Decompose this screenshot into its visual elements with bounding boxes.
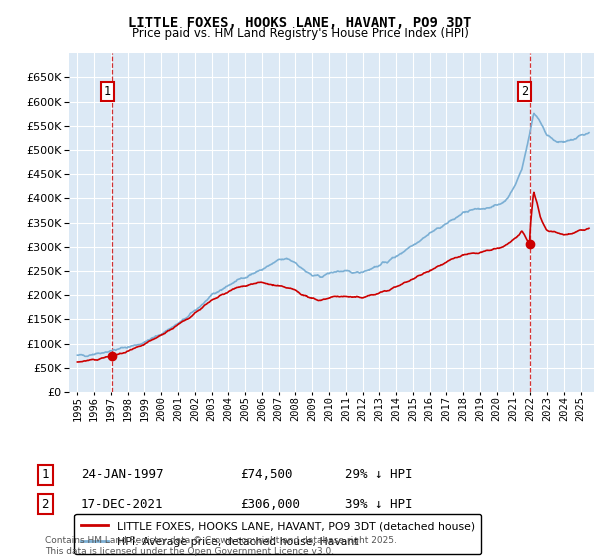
Legend: LITTLE FOXES, HOOKS LANE, HAVANT, PO9 3DT (detached house), HPI: Average price, : LITTLE FOXES, HOOKS LANE, HAVANT, PO9 3D… xyxy=(74,514,481,554)
Text: £74,500: £74,500 xyxy=(240,468,293,482)
Text: £306,000: £306,000 xyxy=(240,497,300,511)
Text: 1: 1 xyxy=(104,86,110,99)
Text: Price paid vs. HM Land Registry's House Price Index (HPI): Price paid vs. HM Land Registry's House … xyxy=(131,27,469,40)
Text: LITTLE FOXES, HOOKS LANE, HAVANT, PO9 3DT: LITTLE FOXES, HOOKS LANE, HAVANT, PO9 3D… xyxy=(128,16,472,30)
Text: Contains HM Land Registry data © Crown copyright and database right 2025.
This d: Contains HM Land Registry data © Crown c… xyxy=(45,536,397,556)
Text: 17-DEC-2021: 17-DEC-2021 xyxy=(81,497,163,511)
Text: 39% ↓ HPI: 39% ↓ HPI xyxy=(345,497,413,511)
Text: 2: 2 xyxy=(521,86,528,99)
Text: 1: 1 xyxy=(41,468,49,482)
Text: 29% ↓ HPI: 29% ↓ HPI xyxy=(345,468,413,482)
Text: 2: 2 xyxy=(41,497,49,511)
Text: 24-JAN-1997: 24-JAN-1997 xyxy=(81,468,163,482)
